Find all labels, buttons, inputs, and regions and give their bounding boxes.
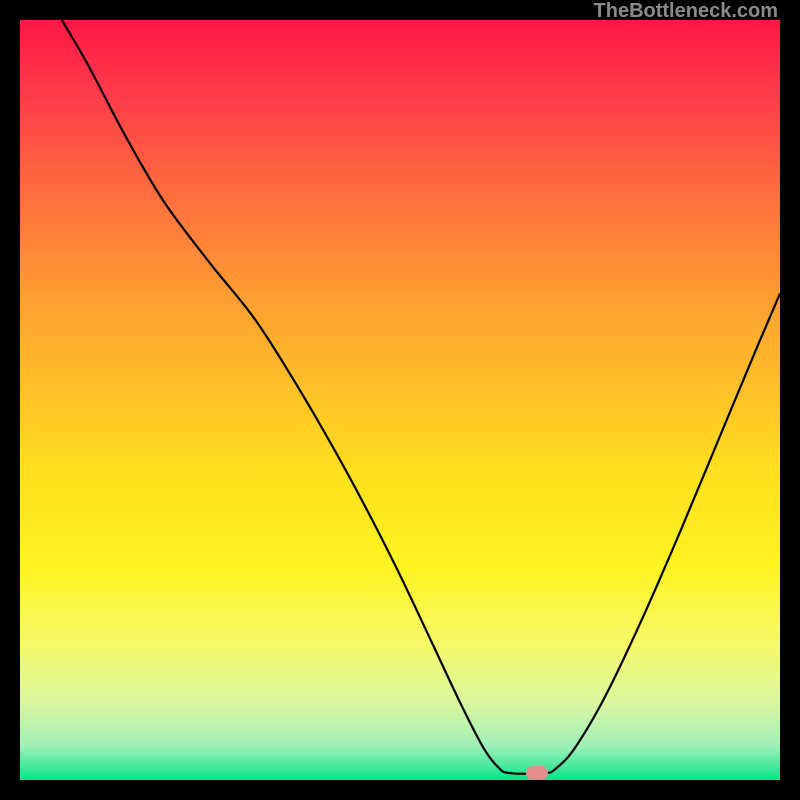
background-gradient bbox=[20, 20, 780, 780]
plot-area bbox=[20, 20, 780, 780]
chart-frame: TheBottleneck.com bbox=[0, 0, 800, 800]
optimal-marker bbox=[526, 766, 548, 780]
watermark-text: TheBottleneck.com bbox=[594, 0, 778, 23]
